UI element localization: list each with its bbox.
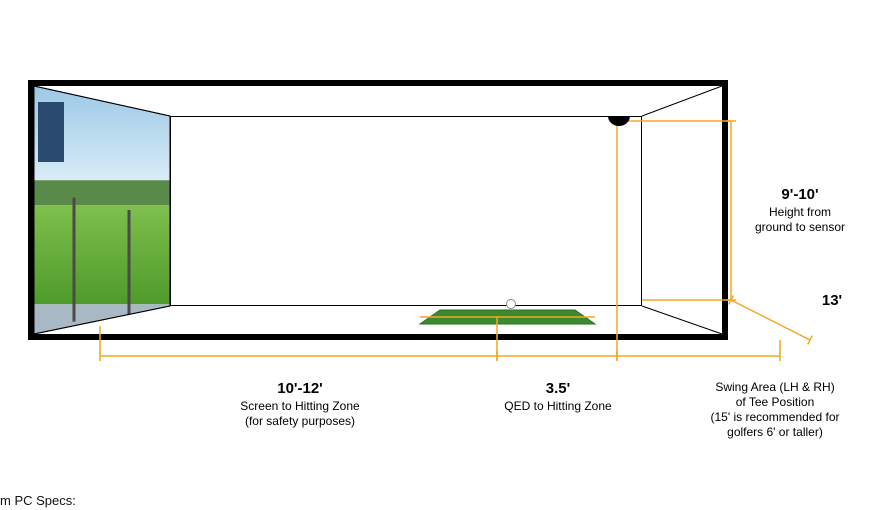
desc: Swing Area (LH & RH) (680, 380, 870, 395)
label-qed-to-hitting: 3.5' QED to Hitting Zone (468, 380, 648, 414)
label-depth: 13' (807, 292, 857, 311)
room-back-wall (170, 116, 642, 306)
desc: golfers 6' or taller) (680, 425, 870, 440)
golf-ball (506, 299, 516, 309)
desc: (15' is recommended for (680, 410, 870, 425)
value: 13' (807, 292, 857, 311)
desc: ground to sensor (735, 220, 865, 235)
desc: Screen to Hitting Zone (200, 399, 400, 414)
label-swing-area: Swing Area (LH & RH) of Tee Position (15… (680, 380, 870, 440)
desc: QED to Hitting Zone (468, 399, 648, 414)
desc: (for safety purposes) (200, 414, 400, 429)
desc: of Tee Position (680, 395, 870, 410)
label-height: 9'-10' Height from ground to sensor (735, 186, 865, 235)
footer-cut-text: m PC Specs: (0, 493, 76, 508)
value: 3.5' (468, 380, 648, 399)
value: 9'-10' (735, 186, 865, 205)
desc: Height from (735, 205, 865, 220)
value: 10'-12' (200, 380, 400, 399)
label-screen-to-hitting: 10'-12' Screen to Hitting Zone (for safe… (200, 380, 400, 429)
